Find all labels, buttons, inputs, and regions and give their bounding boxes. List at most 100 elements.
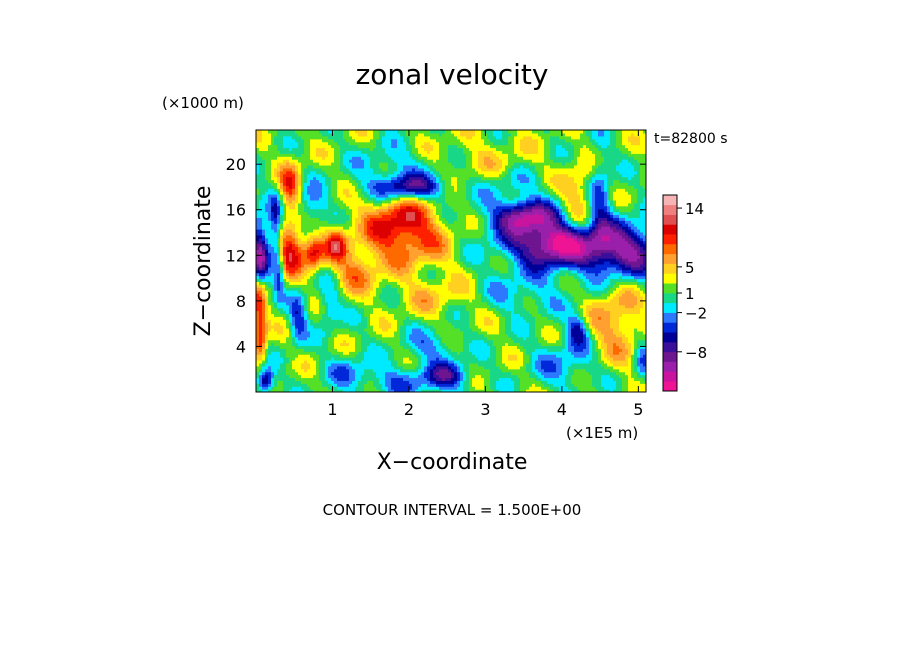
field-cell (268, 374, 272, 379)
field-cell (331, 325, 335, 329)
field-cell (397, 316, 401, 320)
field-cell (268, 319, 272, 323)
field-cell (622, 319, 626, 323)
field-cell (586, 339, 590, 344)
field-cell (571, 357, 575, 361)
field-cell (457, 330, 461, 335)
field-cell (616, 357, 620, 361)
field-cell (397, 322, 401, 326)
field-cell (625, 377, 629, 381)
field-cell (259, 345, 263, 349)
field-cell (352, 374, 356, 379)
field-cell (619, 380, 623, 384)
field-cell (481, 380, 485, 384)
field-cell (352, 362, 356, 367)
field-cell (412, 316, 416, 320)
field-cell (331, 362, 335, 367)
field-cell (349, 389, 353, 392)
field-cell (484, 377, 488, 381)
field-cell (508, 377, 512, 381)
field-cell (544, 354, 548, 358)
field-cell (550, 325, 554, 329)
field-cell (337, 327, 341, 332)
field-cell (400, 362, 404, 367)
field-cell (640, 357, 644, 361)
field-cell (388, 368, 392, 373)
field-cell (370, 325, 374, 329)
field-cell (565, 342, 569, 347)
field-cell (373, 386, 377, 390)
field-cell (367, 365, 371, 370)
field-cell (346, 389, 350, 392)
field-cell (535, 327, 539, 332)
field-cell (550, 319, 554, 323)
field-cell (463, 342, 467, 347)
field-cell (634, 319, 638, 323)
field-cell (568, 389, 572, 392)
field-cell (370, 383, 374, 387)
field-cell (262, 371, 266, 376)
field-cell (574, 374, 578, 379)
field-cell (310, 322, 314, 326)
field-cell (535, 380, 539, 384)
field-cell (265, 383, 269, 387)
field-cell (265, 348, 269, 352)
field-cell (643, 322, 646, 326)
field-cell (364, 371, 368, 376)
field-cell (583, 368, 587, 373)
field-cell (550, 345, 554, 349)
field-cell (490, 374, 494, 379)
field-cell (472, 359, 476, 364)
field-cell (631, 325, 635, 329)
field-cell (592, 386, 596, 390)
field-cell (610, 322, 614, 326)
field-cell (601, 357, 605, 361)
field-cell (529, 377, 533, 381)
field-cell (322, 351, 326, 355)
field-cell (430, 383, 434, 387)
field-cell (484, 325, 488, 329)
field-cell (640, 319, 644, 323)
field-cell (352, 354, 356, 358)
field-cell (577, 330, 581, 335)
field-cell (301, 319, 305, 323)
field-cell (361, 389, 365, 392)
field-cell (499, 354, 503, 358)
field-cell (577, 377, 581, 381)
field-cell (643, 368, 646, 373)
field-cell (454, 339, 458, 344)
field-cell (601, 351, 605, 355)
field-cell (445, 327, 449, 332)
field-cell (472, 325, 476, 329)
field-cell (352, 368, 356, 373)
field-cell (382, 327, 386, 332)
field-cell (364, 377, 368, 381)
field-cell (526, 374, 530, 379)
field-cell (499, 383, 503, 387)
field-cell (481, 325, 485, 329)
field-cell (406, 374, 410, 379)
field-cell (433, 342, 437, 347)
field-cell (643, 374, 646, 379)
field-cell (310, 371, 314, 376)
field-cell (442, 386, 446, 390)
field-cell (628, 316, 632, 320)
field-cell (391, 362, 395, 367)
field-cell (538, 383, 542, 387)
field-cell (607, 359, 611, 364)
field-cell (385, 322, 389, 326)
field-cell (547, 386, 551, 390)
field-cell (496, 333, 500, 338)
field-cell (481, 362, 485, 367)
field-cell (421, 357, 425, 361)
field-cell (496, 362, 500, 367)
field-cell (415, 357, 419, 361)
field-cell (445, 351, 449, 355)
field-cell (529, 342, 533, 347)
field-cell (607, 351, 611, 355)
field-cell (514, 386, 518, 390)
field-cell (373, 322, 377, 326)
field-cell (265, 365, 269, 370)
field-cell (505, 322, 509, 326)
field-cell (580, 325, 584, 329)
